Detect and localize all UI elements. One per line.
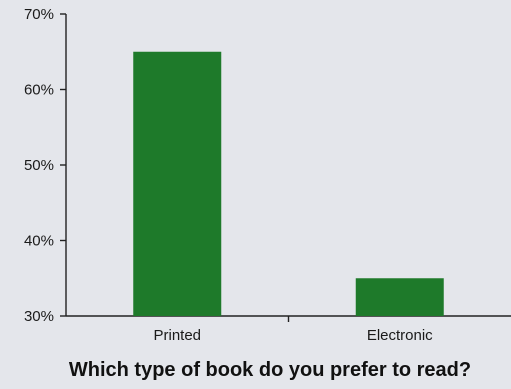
bar-electronic — [355, 278, 444, 316]
y-tick-label: 30% — [24, 308, 54, 325]
y-tick-label: 70% — [24, 6, 54, 23]
y-tick-label: 50% — [24, 157, 54, 174]
y-tick-label: 60% — [24, 82, 54, 99]
chart-title: Which type of book do you prefer to read… — [69, 359, 471, 381]
y-tick-label: 40% — [24, 233, 54, 250]
x-tick-label: Electronic — [367, 327, 433, 344]
x-tick-label: Printed — [153, 327, 201, 344]
x-axis: Printed Electronic — [66, 315, 511, 344]
bar-printed — [133, 51, 222, 316]
y-axis: 30% 40% 50% 60% 70% — [24, 6, 67, 325]
bars — [133, 51, 444, 316]
